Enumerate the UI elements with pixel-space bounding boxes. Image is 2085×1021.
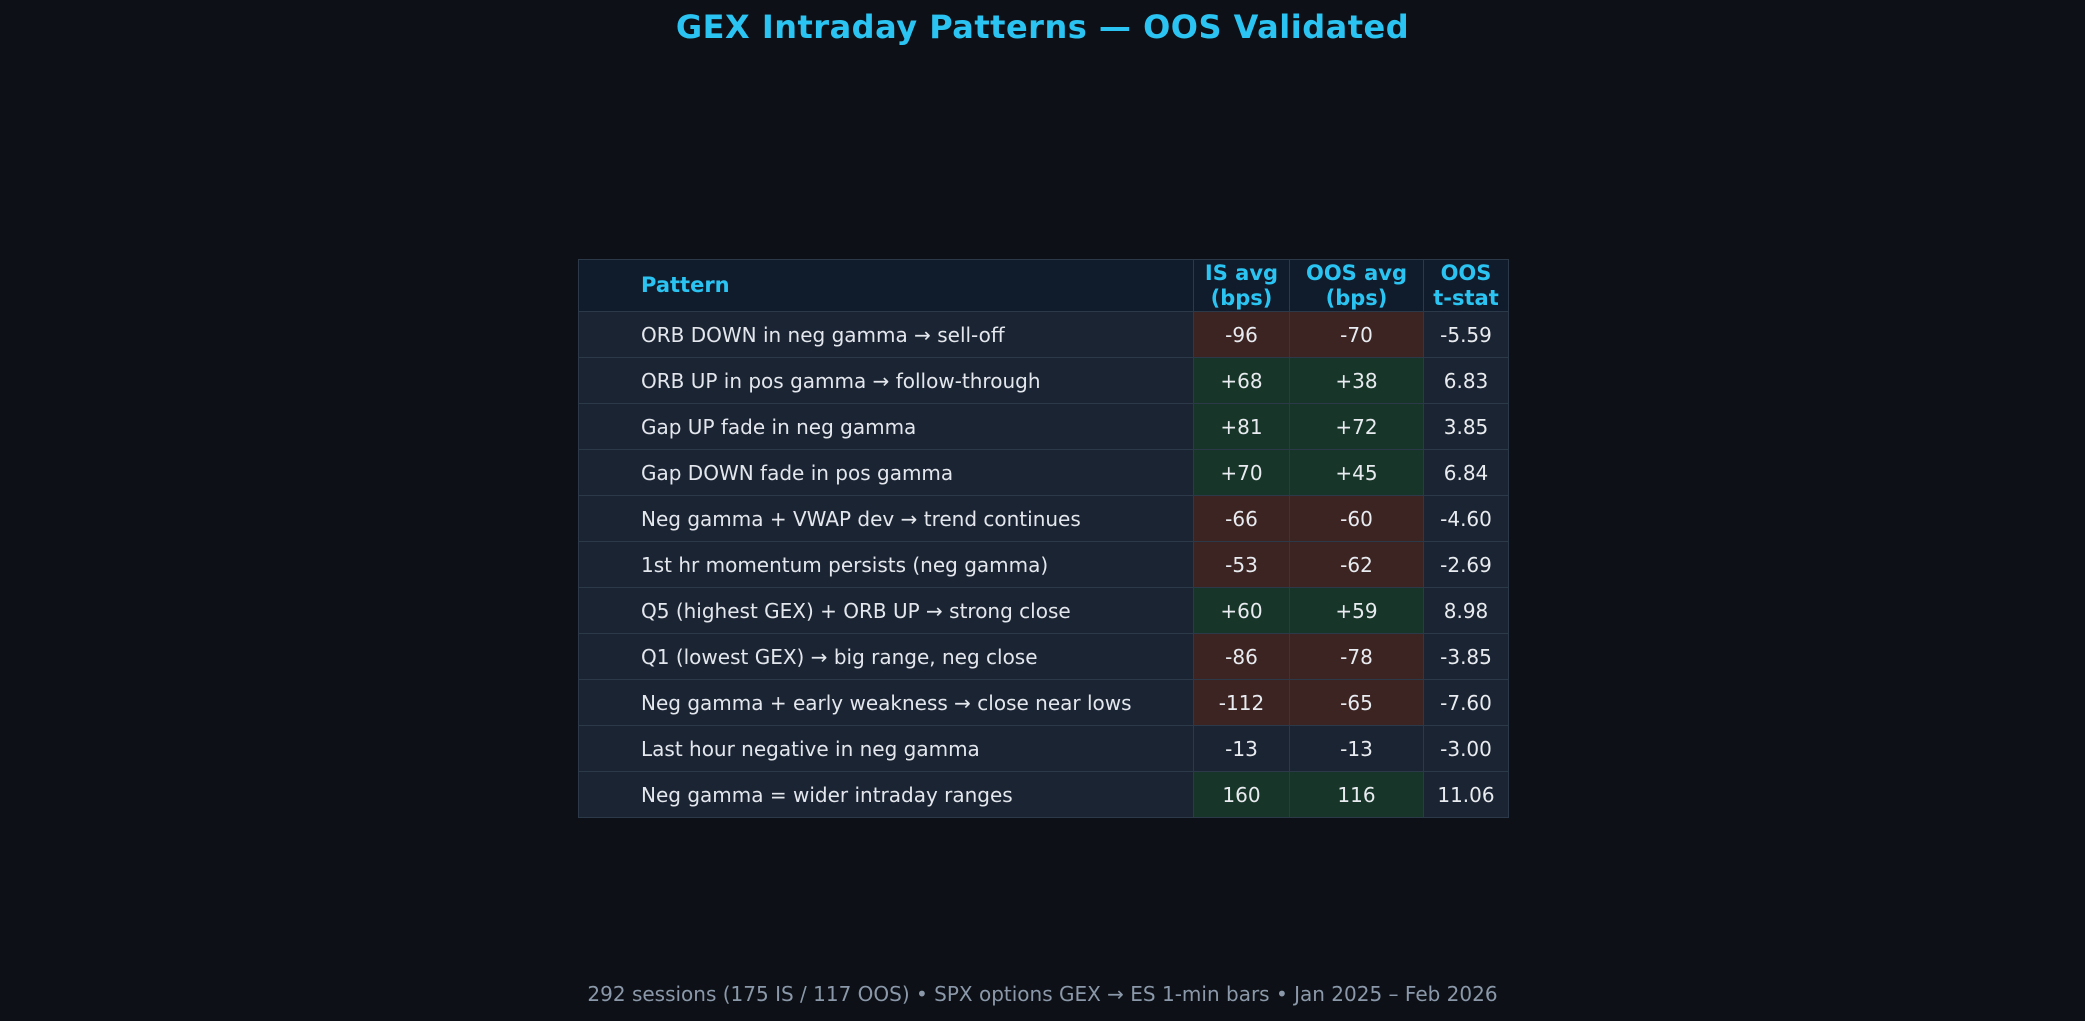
oos-avg-cell: 116: [1289, 771, 1424, 818]
is-avg-cell: +60: [1193, 587, 1290, 634]
column-header-oos-avg-line1: OOS avg: [1305, 260, 1408, 285]
column-header-is-avg: IS avg (bps): [1193, 259, 1290, 312]
column-header-t-stat: OOS t-stat: [1423, 259, 1509, 312]
pattern-cell: Neg gamma = wider intraday ranges: [578, 771, 1194, 818]
footer-caption: 292 sessions (175 IS / 117 OOS) • SPX op…: [587, 982, 1498, 1006]
oos-avg-cell: +38: [1289, 357, 1424, 404]
table-row: Last hour negative in neg gamma -13 -13 …: [578, 725, 1509, 772]
table-row: Q5 (highest GEX) + ORB UP → strong close…: [578, 587, 1509, 634]
patterns-table: Pattern IS avg (bps) OOS avg (bps) OOS t…: [578, 259, 1509, 818]
is-avg-cell: -96: [1193, 311, 1290, 358]
t-stat-cell: 3.85: [1423, 403, 1509, 450]
table-row: Q1 (lowest GEX) → big range, neg close -…: [578, 633, 1509, 680]
is-avg-cell: -112: [1193, 679, 1290, 726]
oos-avg-cell: -70: [1289, 311, 1424, 358]
is-avg-cell: -86: [1193, 633, 1290, 680]
t-stat-cell: -3.85: [1423, 633, 1509, 680]
oos-avg-cell: -60: [1289, 495, 1424, 542]
oos-avg-cell: -78: [1289, 633, 1424, 680]
is-avg-cell: -53: [1193, 541, 1290, 588]
oos-avg-cell: +59: [1289, 587, 1424, 634]
pattern-cell: ORB UP in pos gamma → follow-through: [578, 357, 1194, 404]
table-body: ORB DOWN in neg gamma → sell-off -96 -70…: [578, 311, 1509, 818]
table-row: Neg gamma = wider intraday ranges 160 11…: [578, 771, 1509, 818]
is-avg-cell: -66: [1193, 495, 1290, 542]
t-stat-cell: -2.69: [1423, 541, 1509, 588]
table-row: Gap UP fade in neg gamma +81 +72 3.85: [578, 403, 1509, 450]
column-header-oos-avg-line2: (bps): [1325, 285, 1388, 310]
t-stat-cell: 8.98: [1423, 587, 1509, 634]
is-avg-cell: +70: [1193, 449, 1290, 496]
t-stat-cell: 6.84: [1423, 449, 1509, 496]
pattern-cell: Gap DOWN fade in pos gamma: [578, 449, 1194, 496]
column-header-t-stat-line1: OOS: [1440, 260, 1492, 285]
pattern-cell: 1st hr momentum persists (neg gamma): [578, 541, 1194, 588]
pattern-cell: Neg gamma + VWAP dev → trend continues: [578, 495, 1194, 542]
t-stat-cell: -5.59: [1423, 311, 1509, 358]
column-header-pattern-label: Pattern: [641, 273, 730, 298]
oos-avg-cell: +72: [1289, 403, 1424, 450]
is-avg-cell: 160: [1193, 771, 1290, 818]
t-stat-cell: -7.60: [1423, 679, 1509, 726]
is-avg-cell: +68: [1193, 357, 1290, 404]
is-avg-cell: -13: [1193, 725, 1290, 772]
pattern-cell: Q1 (lowest GEX) → big range, neg close: [578, 633, 1194, 680]
t-stat-cell: -4.60: [1423, 495, 1509, 542]
table-row: ORB UP in pos gamma → follow-through +68…: [578, 357, 1509, 404]
table-row: 1st hr momentum persists (neg gamma) -53…: [578, 541, 1509, 588]
table-row: Gap DOWN fade in pos gamma +70 +45 6.84: [578, 449, 1509, 496]
pattern-cell: Last hour negative in neg gamma: [578, 725, 1194, 772]
column-header-pattern: Pattern: [578, 259, 1194, 312]
table-row: Neg gamma + VWAP dev → trend continues -…: [578, 495, 1509, 542]
column-header-is-avg-line2: (bps): [1210, 285, 1273, 310]
t-stat-cell: 6.83: [1423, 357, 1509, 404]
column-header-is-avg-line1: IS avg: [1204, 260, 1279, 285]
oos-avg-cell: +45: [1289, 449, 1424, 496]
patterns-table-grid: Pattern IS avg (bps) OOS avg (bps) OOS t…: [578, 259, 1509, 818]
is-avg-cell: +81: [1193, 403, 1290, 450]
pattern-cell: Q5 (highest GEX) + ORB UP → strong close: [578, 587, 1194, 634]
pattern-cell: Neg gamma + early weakness → close near …: [578, 679, 1194, 726]
t-stat-cell: -3.00: [1423, 725, 1509, 772]
column-header-t-stat-line2: t-stat: [1433, 285, 1499, 310]
pattern-cell: ORB DOWN in neg gamma → sell-off: [578, 311, 1194, 358]
table-row: Neg gamma + early weakness → close near …: [578, 679, 1509, 726]
page-title: GEX Intraday Patterns — OOS Validated: [675, 8, 1410, 46]
column-header-oos-avg: OOS avg (bps): [1289, 259, 1424, 312]
table-row: ORB DOWN in neg gamma → sell-off -96 -70…: [578, 311, 1509, 358]
t-stat-cell: 11.06: [1423, 771, 1509, 818]
oos-avg-cell: -65: [1289, 679, 1424, 726]
pattern-cell: Gap UP fade in neg gamma: [578, 403, 1194, 450]
table-header-row: Pattern IS avg (bps) OOS avg (bps) OOS t…: [578, 259, 1509, 312]
oos-avg-cell: -62: [1289, 541, 1424, 588]
oos-avg-cell: -13: [1289, 725, 1424, 772]
